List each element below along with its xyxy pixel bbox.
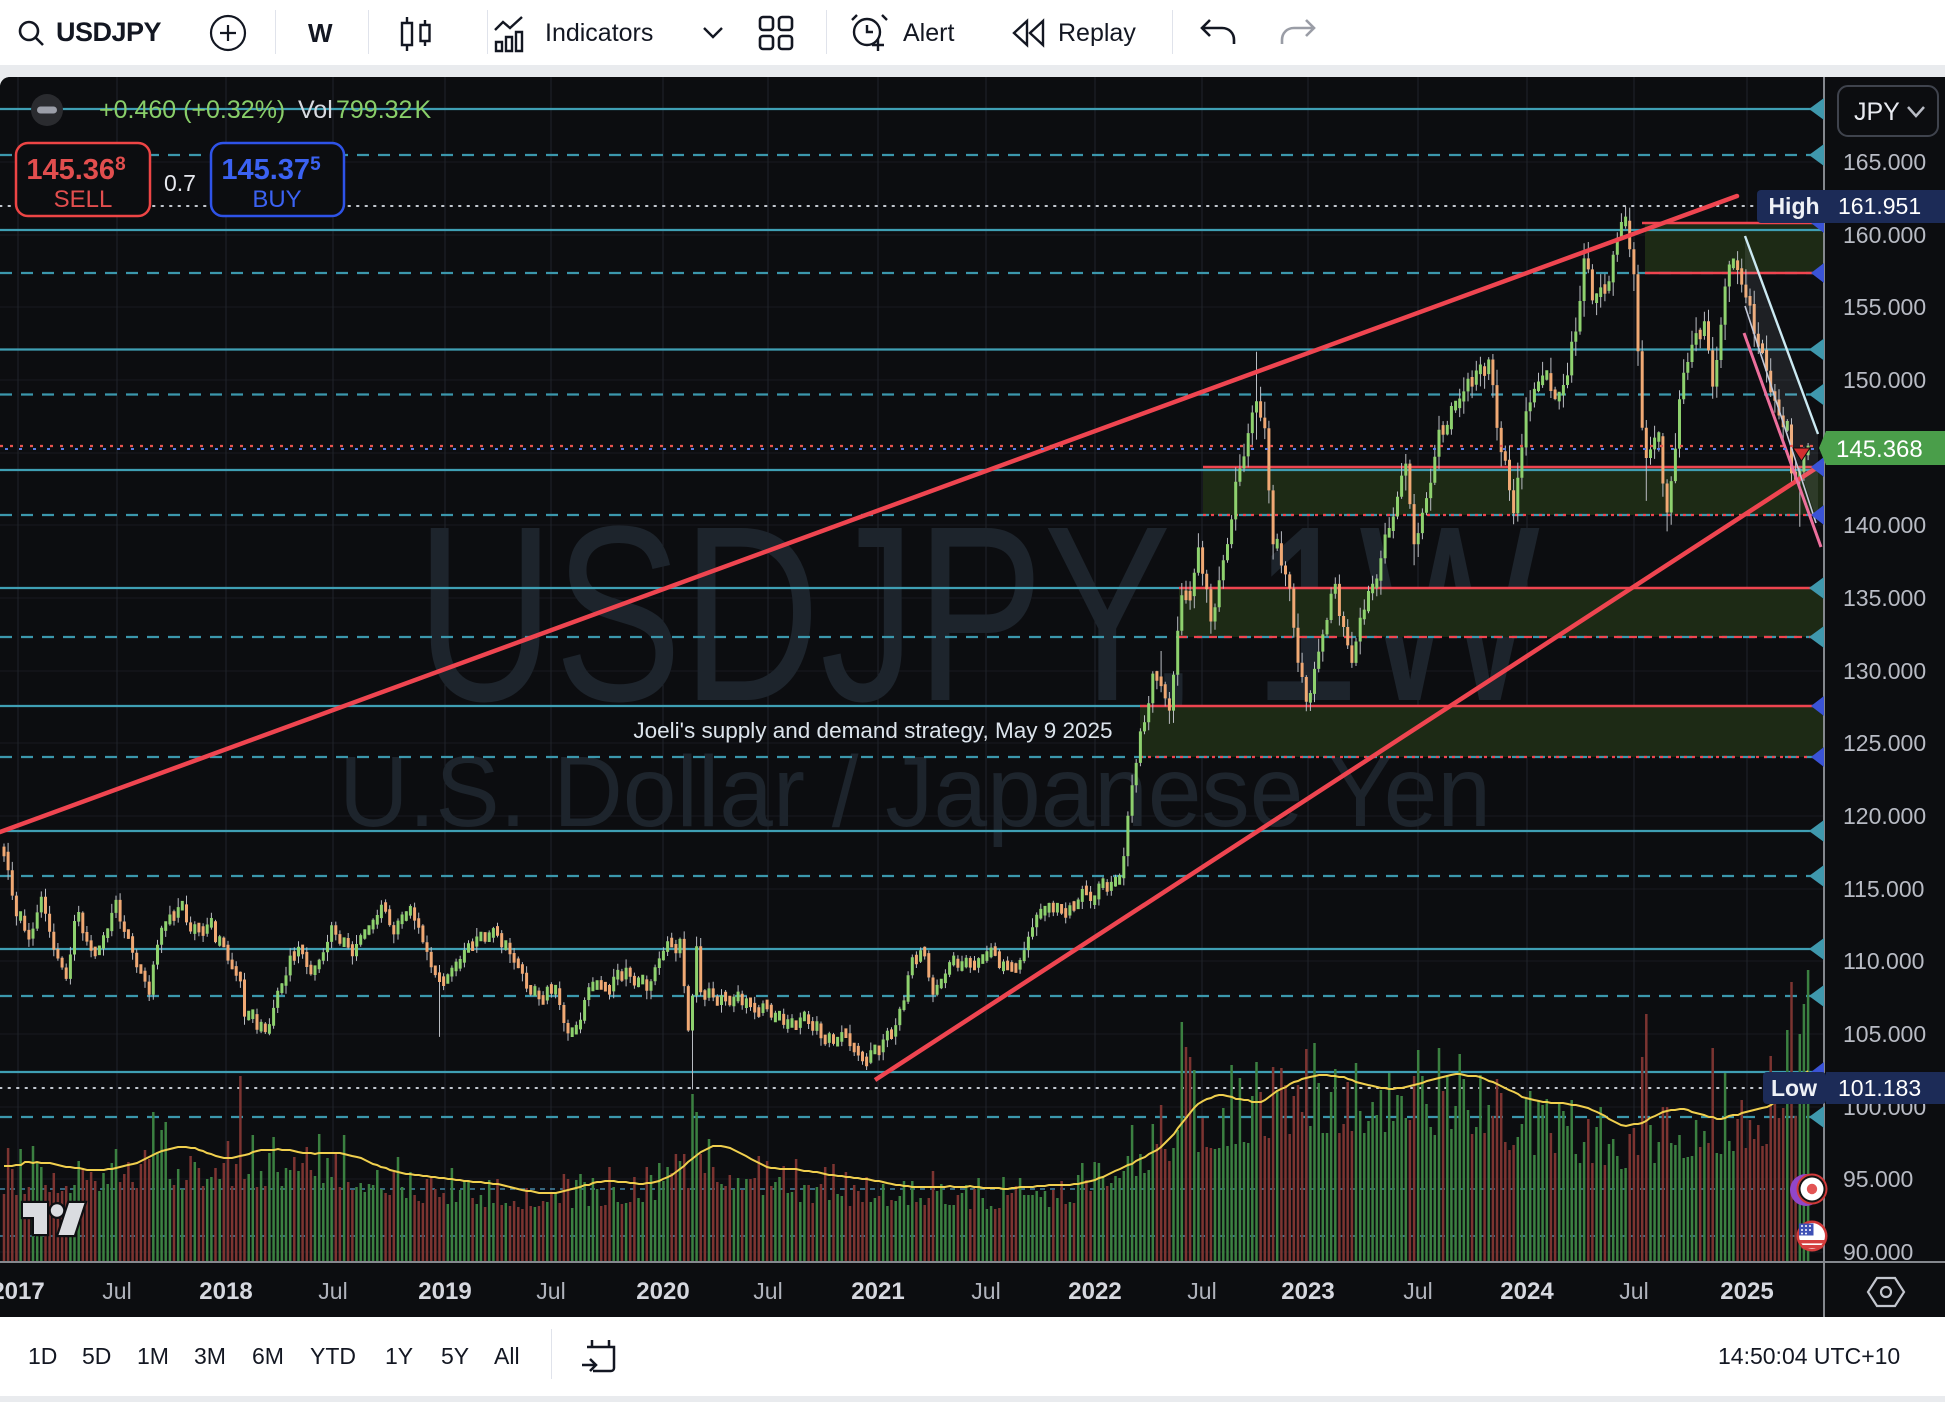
svg-text:2023: 2023 xyxy=(1281,1278,1334,1305)
svg-text:2024: 2024 xyxy=(1500,1278,1554,1305)
svg-text:145.375: 145.375 xyxy=(221,154,321,186)
svg-text:High: High xyxy=(1768,193,1819,219)
svg-text:145.368: 145.368 xyxy=(1836,436,1923,463)
svg-text:125.000: 125.000 xyxy=(1843,730,1926,756)
svg-text:135.000: 135.000 xyxy=(1843,585,1926,611)
svg-text:2022: 2022 xyxy=(1068,1278,1121,1305)
svg-text:Jul: Jul xyxy=(1619,1278,1648,1304)
svg-text:155.000: 155.000 xyxy=(1843,294,1926,320)
svg-text:2019: 2019 xyxy=(418,1278,471,1305)
svg-text:115.000: 115.000 xyxy=(1843,876,1924,902)
svg-text:Vol: Vol xyxy=(298,96,333,124)
svg-text:160.000: 160.000 xyxy=(1843,222,1926,248)
svg-text:110.000: 110.000 xyxy=(1843,948,1924,974)
svg-text:161.951: 161.951 xyxy=(1838,193,1921,219)
svg-text:Jul: Jul xyxy=(536,1278,565,1304)
svg-text:+0.460 (+0.32%): +0.460 (+0.32%) xyxy=(99,96,285,124)
svg-text:2017: 2017 xyxy=(0,1278,45,1305)
svg-text:JPY: JPY xyxy=(1854,98,1900,126)
svg-text:799.32 K: 799.32 K xyxy=(336,96,432,124)
svg-text:SELL: SELL xyxy=(54,186,113,213)
svg-text:2018: 2018 xyxy=(199,1278,252,1305)
svg-text:90.000: 90.000 xyxy=(1843,1239,1913,1265)
svg-text:130.000: 130.000 xyxy=(1843,658,1926,684)
svg-text:Jul: Jul xyxy=(753,1278,782,1304)
svg-text:Jul: Jul xyxy=(1187,1278,1216,1304)
svg-text:Jul: Jul xyxy=(102,1278,131,1304)
svg-text:145.368: 145.368 xyxy=(26,154,125,186)
svg-text:101.183: 101.183 xyxy=(1838,1075,1921,1101)
svg-text:Jul: Jul xyxy=(318,1278,347,1304)
svg-text:2020: 2020 xyxy=(636,1278,689,1305)
svg-text:Jul: Jul xyxy=(971,1278,1000,1304)
svg-text:Low: Low xyxy=(1771,1075,1817,1101)
svg-text:2021: 2021 xyxy=(851,1278,904,1305)
svg-text:140.000: 140.000 xyxy=(1843,512,1926,538)
svg-text:120.000: 120.000 xyxy=(1843,803,1926,829)
svg-text:BUY: BUY xyxy=(252,186,301,213)
svg-text:Joeli's supply and demand stra: Joeli's supply and demand strategy, May … xyxy=(633,718,1112,743)
svg-text:150.000: 150.000 xyxy=(1843,367,1926,393)
svg-text:2025: 2025 xyxy=(1720,1278,1773,1305)
svg-text:105.000: 105.000 xyxy=(1843,1021,1926,1047)
svg-text:95.000: 95.000 xyxy=(1843,1166,1913,1192)
svg-text:Jul: Jul xyxy=(1403,1278,1432,1304)
svg-text:165.000: 165.000 xyxy=(1843,149,1926,175)
svg-text:0.7: 0.7 xyxy=(164,170,196,196)
